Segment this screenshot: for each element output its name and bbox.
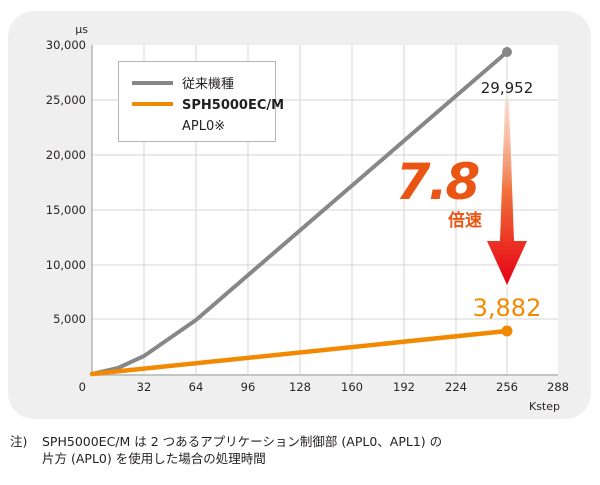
y-tick-30000: 30,000 <box>46 38 86 52</box>
series-sph5000-endpoint <box>501 325 513 337</box>
speedup-unit: 倍速 <box>448 210 482 231</box>
footnote-line1: SPH5000EC/M は 2 つあるアプリケーション制御部 (APL0、APL… <box>42 434 443 449</box>
x-tick-96: 96 <box>241 380 256 394</box>
series-old-model-endpoint <box>502 47 512 57</box>
x-tick-64: 64 <box>189 380 204 394</box>
series-sph5000-line <box>89 328 510 377</box>
x-tick-192: 192 <box>393 380 415 394</box>
footnote: 注) SPH5000EC/M は 2 つあるアプリケーション制御部 (APL0、A… <box>10 433 442 467</box>
x-axis-labels: 32 64 96 128 160 192 224 256 288 Kstep <box>137 380 569 413</box>
y-axis-labels: μs 30,000 25,000 20,000 15,000 10,000 5,… <box>46 23 89 394</box>
y-tick-5000: 5,000 <box>53 312 86 326</box>
x-tick-160: 160 <box>341 380 363 394</box>
legend-label-old: 従来機種 <box>182 76 234 92</box>
y-tick-15000: 15,000 <box>46 203 86 217</box>
y-tick-10000: 10,000 <box>46 258 86 272</box>
x-unit-label: Kstep <box>529 400 560 413</box>
x-tick-32: 32 <box>137 380 152 394</box>
speedup-arrow-icon <box>487 100 527 285</box>
x-tick-128: 128 <box>289 380 311 394</box>
old-value-label: 29,952 <box>481 79 534 97</box>
footnote-label: 注) <box>10 434 28 449</box>
line-chart: μs 30,000 25,000 20,000 15,000 10,000 5,… <box>46 23 569 413</box>
legend-label-new-line2: APL0※ <box>182 119 225 134</box>
y-tick-25000: 25,000 <box>46 93 86 107</box>
legend: 従来機種 SPH5000EC/M APL0※ <box>118 61 284 142</box>
legend-label-new-line1: SPH5000EC/M <box>182 98 284 113</box>
y-tick-0: 0 <box>79 380 86 394</box>
speedup-factor: 7.8 <box>396 153 479 211</box>
x-tick-256: 256 <box>496 380 518 394</box>
y-tick-20000: 20,000 <box>46 148 86 162</box>
x-tick-288: 288 <box>547 380 569 394</box>
new-value-label: 3,882 <box>473 294 542 322</box>
y-unit-label: μs <box>75 23 88 36</box>
x-tick-224: 224 <box>445 380 467 394</box>
footnote-line2: 片方 (APL0) を使用した場合の処理時間 <box>42 451 266 466</box>
